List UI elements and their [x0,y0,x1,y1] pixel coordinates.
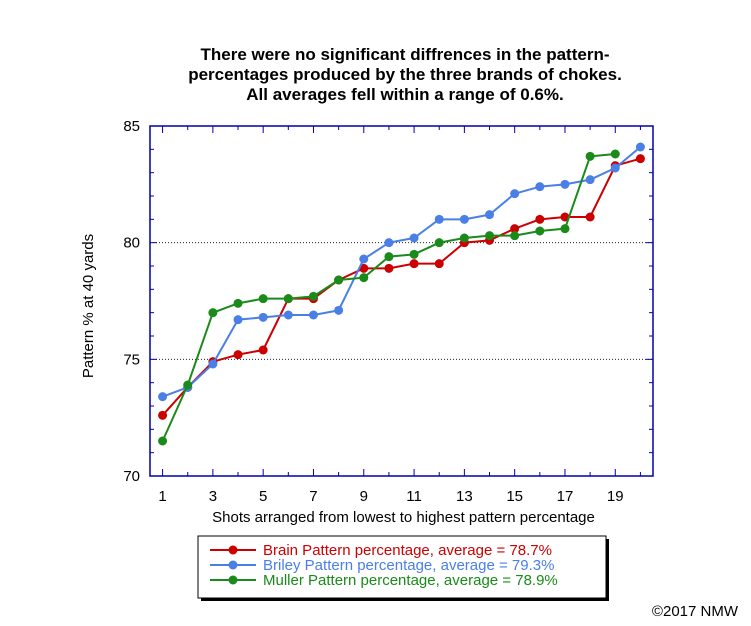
data-point [158,392,168,402]
data-point [409,259,419,269]
legend-label: Brain Pattern percentage, average = 78.7… [263,542,552,559]
legend-label: Muller Pattern percentage, average = 78.… [263,572,558,589]
data-point [308,310,318,320]
data-point [334,305,344,315]
legend: Brain Pattern percentage, average = 78.7… [197,535,609,601]
data-point [585,212,595,222]
legend-label: Briley Pattern percentage, average = 79.… [263,557,554,574]
y-axis-title: Pattern % at 40 yards [80,234,97,378]
legend-shadow [201,598,609,601]
data-point [384,252,394,262]
data-point [610,163,620,173]
data-point [535,182,545,192]
legend-marker [228,545,238,555]
data-point [258,345,268,355]
data-point [459,214,469,224]
legend-shadow [606,539,609,601]
data-point [158,436,168,446]
copyright-credit: ©2017 NMW [652,603,739,620]
data-point [635,142,645,152]
data-point [434,214,444,224]
x-tick-label: 15 [506,488,523,505]
data-point [610,149,620,159]
x-tick-label: 19 [607,488,624,505]
data-point [233,350,243,360]
data-point [560,179,570,189]
y-tick-label: 85 [123,118,140,135]
data-point [233,298,243,308]
data-point [409,249,419,259]
data-point [434,238,444,248]
data-point [635,154,645,164]
data-point [459,233,469,243]
series-line [161,153,616,442]
data-point [560,224,570,234]
x-tick-label: 7 [309,488,317,505]
data-point [510,231,520,241]
x-tick-label: 11 [406,488,422,505]
series-line [161,157,641,417]
data-point [535,214,545,224]
data-point [158,410,168,420]
data-point [208,359,218,369]
series-2 [158,142,645,402]
x-tick-label: 17 [557,488,574,505]
data-point [409,233,419,243]
data-point [233,315,243,325]
data-point [183,380,193,390]
data-point [384,263,394,273]
x-tick-label: 9 [360,488,368,505]
legend-marker [228,560,238,570]
data-point [334,275,344,285]
y-tick-label: 70 [123,468,140,485]
x-tick-label: 13 [456,488,473,505]
data-point [434,259,444,269]
plot-area [149,125,654,477]
y-tick-label: 80 [123,235,140,252]
title-line-3: All averages fell within a range of 0.6%… [246,85,563,104]
data-point [510,189,520,199]
data-point [283,294,293,304]
series-1 [158,154,645,420]
legend-box [197,535,607,599]
data-point [283,310,293,320]
title-line-1: There were no significant diffrences in … [200,45,609,64]
data-point [359,263,369,273]
data-point [258,312,268,322]
y-tick-label: 75 [123,351,140,368]
title-line-2: percentages produced by the three brands… [188,65,622,84]
data-point [384,238,394,248]
data-point [485,210,495,220]
data-point [359,254,369,264]
chart-title: There were no significant diffrences in … [188,45,622,104]
data-point [485,231,495,241]
legend-marker [228,575,238,585]
x-tick-label: 1 [158,488,166,505]
data-point [585,175,595,185]
series-layer [158,142,645,446]
data-point [308,291,318,301]
data-point [585,151,595,161]
data-point [208,308,218,318]
series-3 [158,149,620,446]
data-point [510,224,520,234]
x-axis-title: Shots arranged from lowest to highest pa… [212,509,595,526]
data-point [535,226,545,236]
x-tick-label: 5 [259,488,267,505]
x-tick-label: 3 [209,488,217,505]
data-point [359,273,369,283]
data-point [258,294,268,304]
